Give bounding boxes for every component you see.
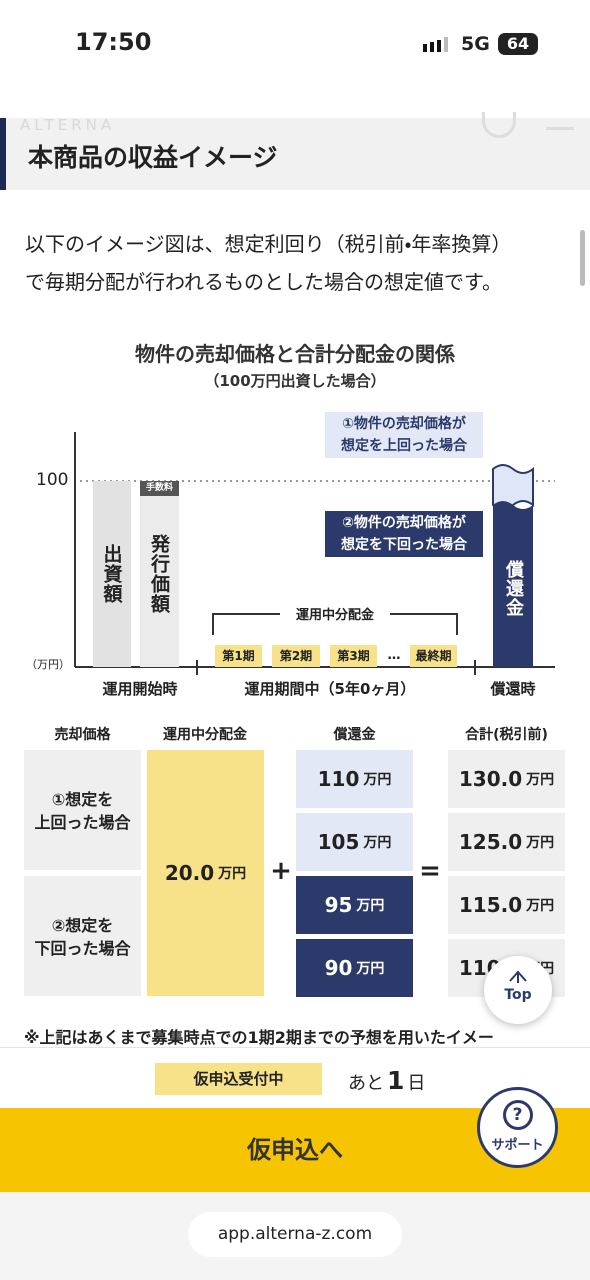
- value: 115.0: [458, 893, 523, 917]
- network: 5G: [461, 33, 490, 55]
- signal-svg: [423, 37, 448, 52]
- header-accent: [0, 118, 6, 190]
- y-unit: （万円）: [26, 658, 70, 671]
- callout-line: 想定を上回った場合: [341, 438, 467, 454]
- support-button[interactable]: ? サポート: [477, 1087, 558, 1168]
- unit: 万円: [356, 898, 385, 914]
- unit: 万円: [363, 835, 392, 851]
- section-title: 本商品の収益イメージ: [28, 143, 278, 172]
- row-label-line: 下回った場合: [34, 939, 131, 958]
- row-label-line: ①想定を: [51, 790, 114, 809]
- intro-line: で毎期分配が行われるものとした場合の想定値です。: [25, 270, 502, 294]
- unit: 万円: [526, 835, 555, 851]
- support-label: サポート: [491, 1138, 544, 1153]
- callout-line: ②物件の売却価格が: [342, 515, 466, 531]
- redemption-bar-label: 償還金: [493, 560, 533, 617]
- callout-above: ①物件の売却価格が 想定を上回った場合: [325, 412, 483, 458]
- table-header: 償還金: [333, 727, 376, 743]
- distribution-cell: 20.0 万円: [147, 750, 264, 996]
- period-box: 第2期: [272, 645, 320, 667]
- redemption-cell: 105 万円: [296, 813, 413, 871]
- redemption-cell: 90 万円: [296, 939, 413, 997]
- row-label: ①想定を上回った場合: [24, 750, 141, 870]
- support-icon: ?: [502, 1100, 533, 1130]
- total-cell: 125.0 万円: [448, 813, 565, 871]
- y-value-label: 100: [36, 470, 69, 490]
- issue-bar: 発行価額: [140, 481, 179, 667]
- note: ※上記はあくまで募集時点での1期2期までの予想を用いたイメー: [24, 1028, 494, 1047]
- top-button[interactable]: Top: [484, 956, 552, 1024]
- investment-bar: 出資額: [93, 481, 131, 667]
- period-box: 第3期: [330, 645, 377, 667]
- redemption-cell: 95 万円: [296, 876, 413, 934]
- distribution-label: 運用中分配金: [280, 604, 390, 623]
- intro-line: 以下のイメージ図は、想定利回り（税引前・年率換算）: [25, 232, 512, 256]
- value: 20.0: [164, 861, 215, 885]
- unit: 万円: [526, 898, 555, 914]
- unit: 万円: [356, 961, 385, 977]
- row-label-line: ②想定を: [51, 916, 114, 935]
- value: 110: [317, 767, 360, 791]
- battery: 64: [498, 33, 538, 55]
- row-label: ②想定を下回った場合: [24, 876, 141, 996]
- diagram-lines: [74, 432, 555, 675]
- remaining-prefix: あと: [348, 1073, 384, 1094]
- bar-label: 出資額: [100, 544, 123, 604]
- account-icon[interactable]: [482, 112, 516, 138]
- menu-icon[interactable]: [546, 118, 574, 130]
- table-header: 合計(税引前): [465, 727, 548, 743]
- row-label-line: 上回った場合: [34, 813, 131, 832]
- url-field[interactable]: app.alterna-z.com: [188, 1212, 402, 1257]
- plus: +: [270, 856, 292, 886]
- callout-below: ②物件の売却価格が 想定を下回った場合: [325, 511, 483, 557]
- unit: 万円: [363, 772, 392, 788]
- top-arrow: [509, 970, 527, 983]
- unit: 万円: [526, 772, 555, 788]
- x-label: 運用開始時: [102, 680, 178, 698]
- bar-label: 償還金: [503, 560, 524, 617]
- x-label: 運用期間中（5年0ヶ月）: [244, 680, 416, 698]
- value: 95: [324, 893, 353, 917]
- bar-label: 発行価額: [148, 534, 170, 614]
- table-header: 運用中分配金: [163, 727, 247, 743]
- period-ellipsis: …: [387, 648, 401, 663]
- x-label: 償還時: [490, 680, 536, 698]
- status-tag: 仮申込受付中: [155, 1063, 322, 1095]
- diagram-subtitle: （100万円出資した場合）: [204, 372, 386, 390]
- value: 105: [317, 830, 360, 854]
- signal-icon: [423, 36, 453, 52]
- total-cell: 115.0 万円: [448, 876, 565, 934]
- remaining-suffix: 日: [407, 1073, 426, 1094]
- period-box: 最終期: [410, 645, 457, 667]
- top-label: Top: [504, 987, 532, 1003]
- callout-line: ①物件の売却価格が: [342, 416, 466, 432]
- logo: ALTERNA: [20, 116, 116, 134]
- callout-line: 想定を下回った場合: [341, 537, 467, 553]
- period-box: 第1期: [215, 645, 262, 667]
- remaining-days: 1: [387, 1066, 405, 1095]
- redemption-cell: 110 万円: [296, 750, 413, 808]
- diagram-title: 物件の売却価格と合計分配金の関係: [135, 342, 455, 366]
- total-cell: 130.0 万円: [448, 750, 565, 808]
- remaining: あと 1 日: [348, 1066, 425, 1095]
- table-header: 売却価格: [54, 727, 111, 743]
- value: 125.0: [458, 830, 523, 854]
- equals: =: [419, 856, 441, 886]
- fee-tag: 手数料: [140, 481, 179, 496]
- value: 90: [324, 956, 353, 980]
- unit: 万円: [218, 866, 247, 882]
- status-time: 17:50: [75, 28, 152, 56]
- value: 130.0: [458, 767, 523, 791]
- scrollbar: [580, 230, 585, 286]
